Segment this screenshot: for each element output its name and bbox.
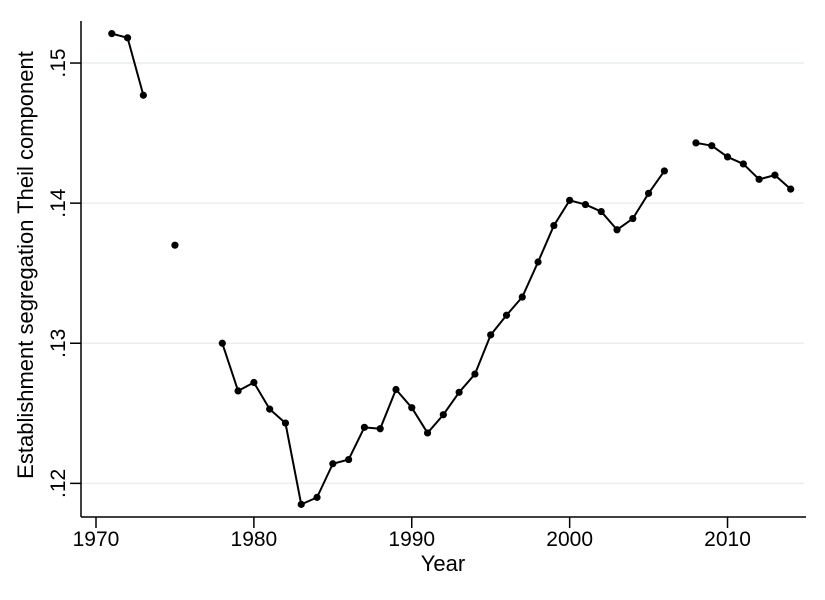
- data-series: [108, 30, 795, 508]
- axis-ticks: [70, 62, 729, 528]
- y-gridlines: [81, 62, 804, 485]
- data-point-marker: [313, 493, 321, 501]
- x-axis-title: Year: [421, 551, 465, 576]
- data-point-marker: [692, 139, 700, 147]
- data-point-marker: [266, 405, 274, 413]
- data-point-marker: [644, 189, 653, 197]
- data-point-marker: [281, 419, 290, 427]
- data-point-marker: [108, 30, 116, 38]
- data-point-marker: [723, 153, 732, 161]
- y-tick-label: .13: [47, 329, 70, 358]
- x-tick-label: 1990: [388, 528, 435, 551]
- data-point-marker: [376, 425, 384, 433]
- data-point-marker: [755, 175, 763, 183]
- axes: [80, 21, 806, 518]
- data-point-marker: [739, 160, 747, 168]
- data-point-marker: [329, 460, 337, 468]
- data-point-marker: [581, 200, 590, 209]
- data-point-marker: [629, 214, 637, 223]
- data-point-marker: [423, 429, 432, 437]
- data-point-marker: [660, 167, 668, 175]
- data-point-marker: [123, 34, 132, 42]
- data-point-marker: [139, 91, 147, 99]
- y-tick-label: .14: [47, 188, 70, 218]
- data-point-marker: [566, 196, 574, 204]
- data-point-marker: [297, 500, 305, 508]
- y-tick-label: .15: [47, 48, 70, 77]
- data-point-marker: [597, 207, 605, 216]
- x-tick-label: 2000: [546, 528, 593, 551]
- data-point-marker: [534, 258, 542, 266]
- data-point-marker: [455, 388, 463, 396]
- data-point-marker: [171, 241, 179, 249]
- data-point-marker: [392, 385, 400, 394]
- data-point-marker: [613, 226, 621, 234]
- data-point-marker: [234, 387, 242, 395]
- data-point-marker: [218, 339, 226, 347]
- x-tick-label: 2010: [704, 528, 751, 551]
- series-line-segment: [221, 169, 666, 506]
- data-point-marker: [487, 331, 495, 339]
- data-point-marker: [502, 311, 511, 319]
- data-point-marker: [250, 378, 258, 387]
- data-point-marker: [360, 423, 369, 431]
- data-point-marker: [787, 185, 795, 193]
- x-tick-label: 1980: [231, 528, 278, 551]
- y-tick-label: .12: [47, 469, 70, 498]
- data-point-marker: [408, 404, 416, 412]
- data-point-marker: [345, 455, 353, 464]
- data-point-marker: [771, 171, 779, 179]
- x-tick-label: 1970: [73, 528, 120, 551]
- data-point-marker: [550, 221, 558, 230]
- data-point-marker: [439, 411, 447, 419]
- data-point-marker: [518, 293, 526, 301]
- series-line-segment: [110, 32, 145, 97]
- data-point-marker: [471, 370, 479, 378]
- axis-tick-labels: .12 .13 .14 .15 1970 1980 1990 2000 2010: [47, 48, 751, 551]
- y-axis-title: Establishment segregation Theil componen…: [13, 51, 38, 479]
- data-point-marker: [708, 142, 716, 150]
